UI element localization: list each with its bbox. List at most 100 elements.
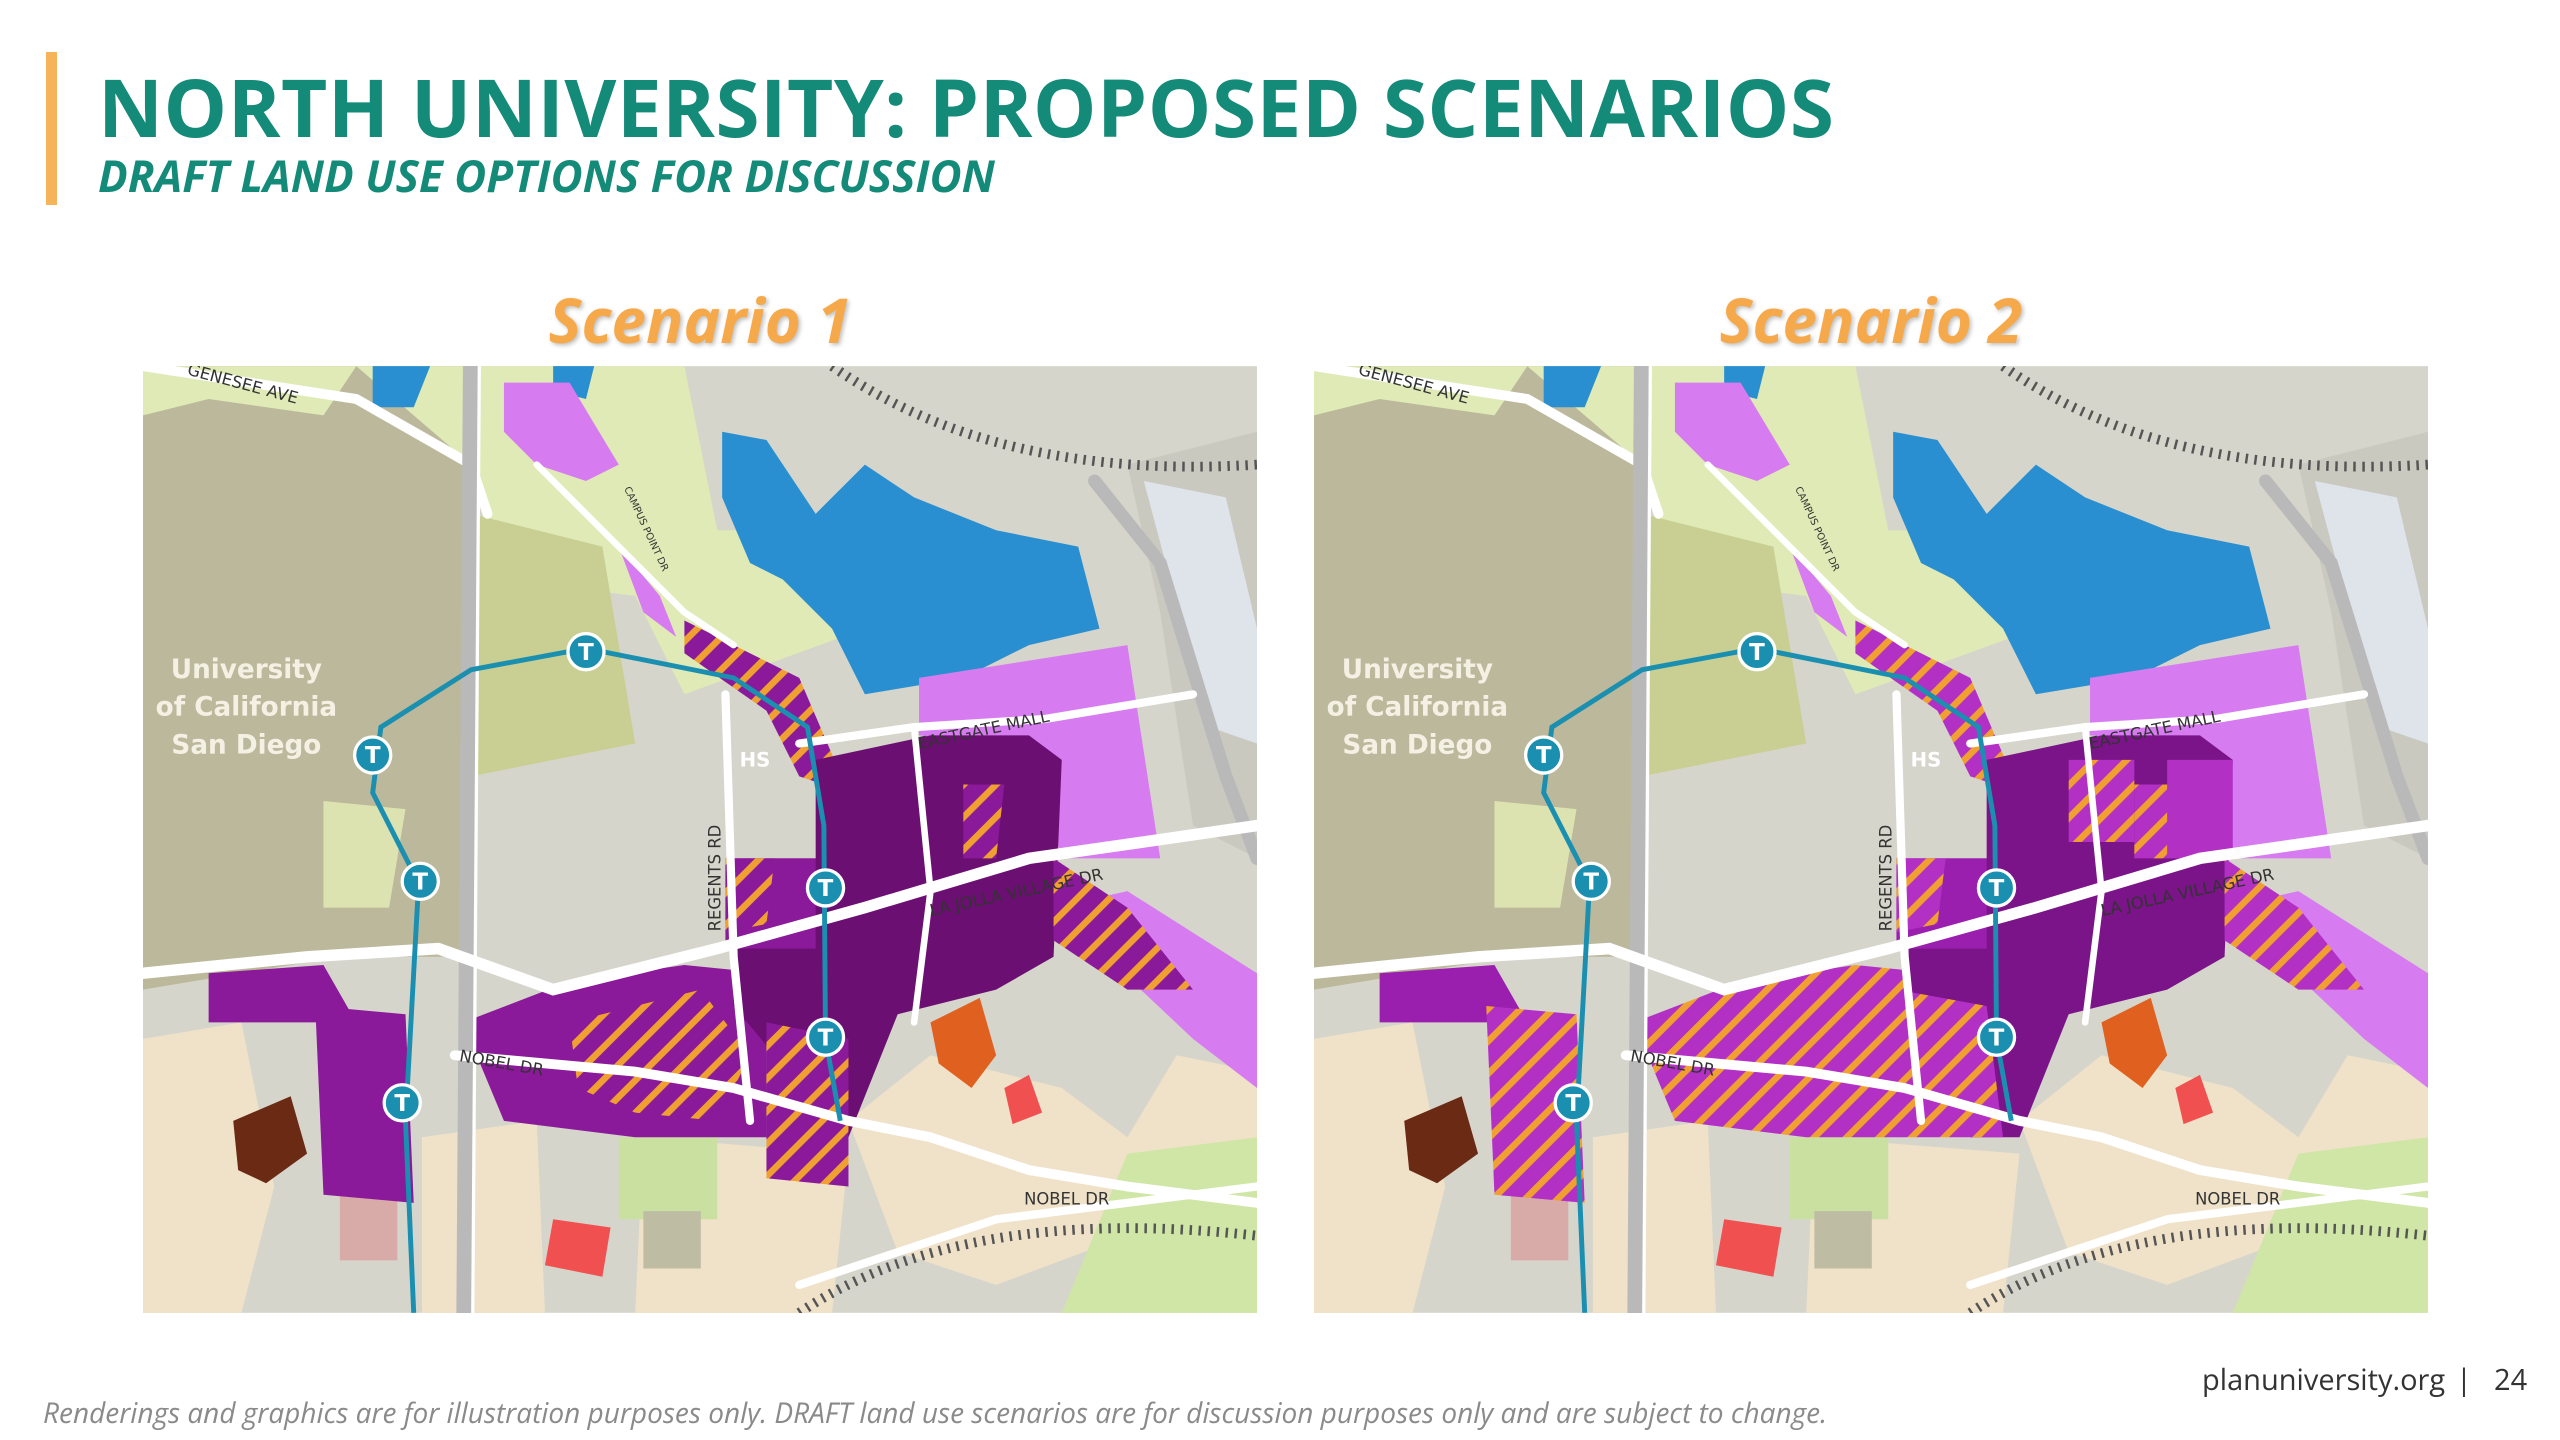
road [1704,461,1908,649]
station [1571,861,1611,902]
station-label: T [1536,743,1552,769]
campus-label: of California [1327,693,1508,723]
park [323,800,406,908]
rail [796,1223,1257,1313]
institutional [372,366,431,408]
residential [1592,1120,1716,1313]
station-label: T [1989,876,2005,902]
road [1966,690,2369,748]
campus-label: San Diego [1342,730,1492,760]
road [471,366,481,1313]
mixed-use [315,1006,414,1203]
campus-label: San Diego [171,730,321,760]
civic [2175,1074,2214,1125]
park [2232,1137,2428,1313]
civic [1510,1194,1569,1261]
station [400,861,440,902]
hatched-mixed [2134,784,2176,859]
hatched-mixed [963,784,1005,859]
map-label: NOBEL DR [1024,1190,1109,1209]
civic [1715,1219,1782,1277]
station-label: T [394,1091,410,1117]
park [471,513,636,777]
campus-label: University [171,655,322,685]
disclaimer: Renderings and graphics are for illustra… [43,1394,1828,1432]
road [1620,1050,2428,1208]
road [533,461,737,649]
station [382,1083,422,1123]
mixed-use-light [618,546,677,637]
road [1892,690,1926,1125]
special [233,1096,308,1184]
road [143,819,1257,996]
park [356,366,865,695]
hatched-mixed [1053,858,1194,990]
station-label: T [412,870,428,896]
road [2081,723,2105,1026]
road [1314,819,2428,996]
park [1061,1137,1257,1313]
scenario-title: Scenario 2 [1719,278,2023,362]
mixed-use [2167,759,2233,859]
park [1789,1137,1889,1220]
road [2259,474,2428,865]
map-label: REGENTS RD [706,825,725,932]
station-label: T [818,876,834,902]
page-number: 24 [2494,1360,2528,1399]
station [805,1017,846,1057]
road [910,723,934,1026]
institutional [722,431,1100,695]
open-space [2314,481,2428,744]
special [930,997,997,1089]
road [721,690,755,1125]
map-label: HS [1911,748,1942,771]
station [566,631,606,672]
station-label: T [818,1025,834,1051]
hatched-mixed [2224,858,2365,990]
institutional [1893,431,2271,695]
station [1553,1083,1593,1123]
hatched-mixed [1855,620,2020,793]
residential [421,1120,545,1313]
residential [1314,1022,1446,1313]
hatched-mixed [684,620,849,793]
road [1627,366,1651,1313]
map-label: REGENTS RD [1877,825,1896,932]
park [1642,513,1807,777]
park [618,1137,718,1220]
station-label: T [365,743,381,769]
station [805,868,846,908]
road [449,1050,1257,1208]
subtitle: DRAFT LAND USE OPTIONS FOR DISCUSSION [98,145,995,205]
hatched-mixed [2068,759,2135,842]
map-label: NOBEL DR [2195,1190,2280,1209]
road [456,366,480,1313]
campus-label: of California [156,693,337,723]
site-url: planuniversity.org [2202,1360,2446,1399]
station-label: T [1583,870,1599,896]
hatched-mixed [725,858,775,933]
separator: | [2456,1360,2472,1399]
station [1737,631,1777,672]
mixed-use [1486,1006,1585,1203]
open-space [1143,481,1257,744]
scenario-title: Scenario 1 [548,278,852,362]
station-label: T [578,640,594,666]
civic [339,1194,398,1261]
station-label: T [1749,640,1765,666]
transit-line [1541,645,2014,1313]
rail [1967,1223,2428,1313]
low-res [643,1211,701,1269]
transit-line [370,645,843,1313]
special [2101,997,2168,1089]
station-label: T [1989,1025,2005,1051]
road [1966,1182,2428,1290]
accent-bar [46,52,57,205]
rail [829,366,1257,472]
park [1494,800,1577,908]
station-label: T [1565,1091,1581,1117]
mixed-use-light [1674,382,1790,482]
hatched-mixed [1896,989,2004,1138]
